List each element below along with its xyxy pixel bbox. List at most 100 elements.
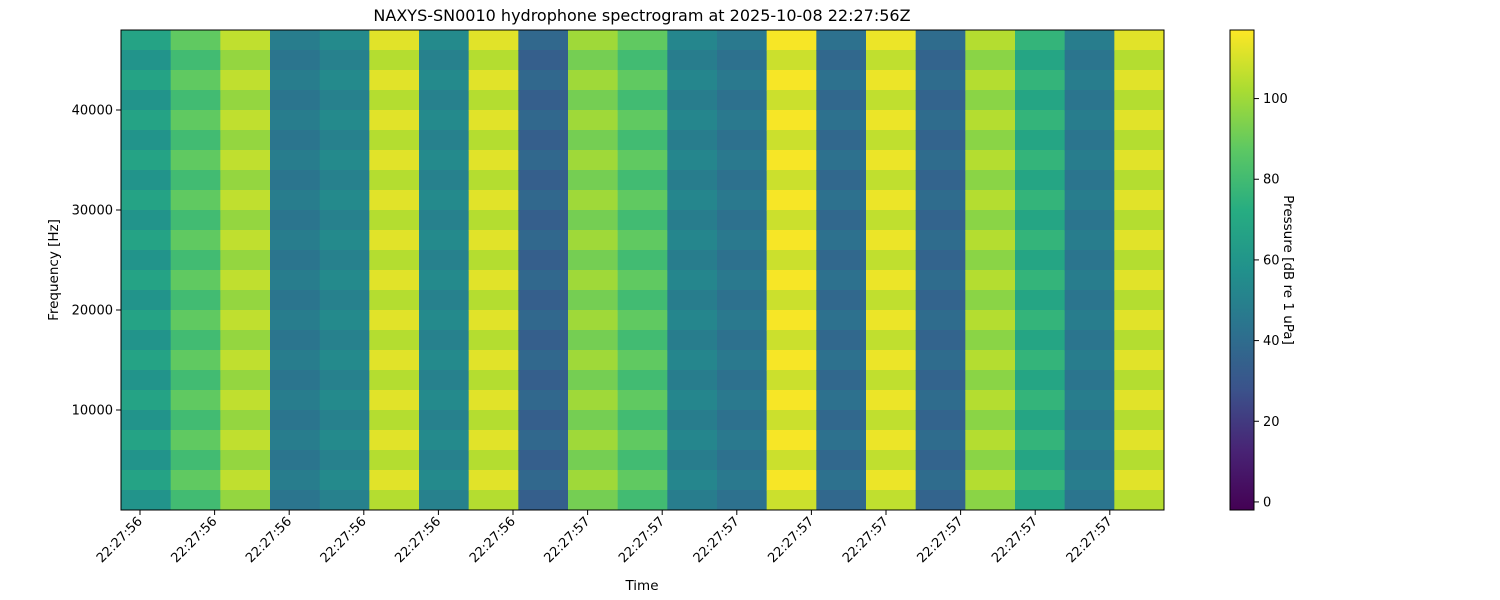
spectrogram-cell — [965, 290, 1016, 311]
spectrogram-cell — [617, 170, 668, 191]
spectrogram-cell — [1114, 310, 1164, 331]
spectrogram-cell — [667, 470, 718, 491]
spectrogram-cell — [1114, 370, 1164, 391]
spectrogram-cell — [369, 370, 420, 391]
spectrogram-cell — [1015, 130, 1066, 151]
spectrogram-cell — [468, 150, 519, 171]
spectrogram-cell — [965, 450, 1016, 471]
x-tick-label: 22:27:57 — [616, 514, 668, 566]
spectrogram-cell — [419, 310, 470, 331]
spectrogram-cell — [369, 50, 420, 71]
spectrogram-cell — [766, 350, 817, 371]
spectrogram-cell — [319, 50, 370, 71]
spectrogram-cell — [121, 130, 172, 151]
spectrogram-cell — [915, 290, 966, 311]
spectrogram-cell — [866, 250, 917, 271]
spectrogram-cell — [270, 270, 321, 291]
spectrogram-cell — [518, 230, 569, 251]
spectrogram-band — [220, 30, 271, 510]
spectrogram-cell — [915, 310, 966, 331]
spectrogram-cell — [319, 190, 370, 211]
x-tick-label: 22:27:57 — [542, 514, 594, 566]
spectrogram-cell — [766, 270, 817, 291]
spectrogram-cell — [1015, 430, 1066, 451]
spectrogram-cell — [1015, 270, 1066, 291]
x-tick-label: 22:27:56 — [169, 514, 221, 566]
spectrogram-cell — [518, 430, 569, 451]
spectrogram-cell — [170, 470, 221, 491]
spectrogram-cell — [220, 290, 271, 311]
spectrogram-cell — [518, 250, 569, 271]
spectrogram-cell — [220, 430, 271, 451]
x-tick-label: 22:27:57 — [989, 514, 1041, 566]
spectrogram-cell — [1114, 210, 1164, 231]
spectrogram-cell — [121, 170, 172, 191]
colorbar-tick-label: 0 — [1263, 495, 1271, 510]
spectrogram-cell — [717, 490, 768, 510]
spectrogram-band — [468, 30, 519, 510]
spectrogram-cell — [121, 210, 172, 231]
spectrogram-cell — [468, 170, 519, 191]
spectrogram-cell — [568, 270, 619, 291]
spectrogram-cell — [1064, 350, 1115, 371]
spectrogram-cell — [816, 370, 867, 391]
spectrogram-cell — [1015, 70, 1066, 91]
spectrogram-cell — [220, 30, 271, 51]
spectrogram-band — [667, 30, 718, 510]
spectrogram-cell — [717, 370, 768, 391]
spectrogram-cell — [270, 410, 321, 431]
spectrogram-cell — [369, 330, 420, 351]
spectrogram-cell — [816, 310, 867, 331]
spectrogram-cell — [915, 110, 966, 131]
spectrogram-cell — [518, 50, 569, 71]
spectrogram-cell — [419, 330, 470, 351]
spectrogram-cell — [121, 190, 172, 211]
spectrogram-cell — [1114, 170, 1164, 191]
spectrogram-cell — [866, 350, 917, 371]
x-tick-label: 22:27:57 — [1064, 514, 1116, 566]
spectrogram-cell — [1064, 390, 1115, 411]
spectrogram-band — [121, 30, 172, 510]
spectrogram-cell — [915, 90, 966, 111]
spectrogram-cell — [121, 90, 172, 111]
spectrogram-cell — [121, 30, 172, 51]
spectrogram-cell — [816, 230, 867, 251]
spectrogram-cell — [468, 330, 519, 351]
spectrogram-cell — [369, 250, 420, 271]
spectrogram-cell — [121, 330, 172, 351]
spectrogram-cell — [816, 90, 867, 111]
spectrogram-cell — [568, 490, 619, 510]
spectrogram-cell — [170, 490, 221, 510]
spectrogram-cell — [220, 130, 271, 151]
spectrogram-band — [270, 30, 321, 510]
spectrogram-cell — [419, 110, 470, 131]
spectrogram-cell — [121, 410, 172, 431]
spectrogram-cell — [866, 270, 917, 291]
spectrogram-cell — [121, 290, 172, 311]
spectrogram-cell — [220, 390, 271, 411]
spectrogram-cell — [617, 370, 668, 391]
spectrogram-cell — [419, 90, 470, 111]
spectrogram-cell — [170, 30, 221, 51]
spectrogram-cell — [915, 230, 966, 251]
spectrogram-cell — [915, 410, 966, 431]
spectrogram-cell — [220, 490, 271, 510]
spectrogram-cell — [617, 70, 668, 91]
spectrogram-cell — [568, 430, 619, 451]
spectrogram-cell — [717, 70, 768, 91]
spectrogram-cell — [170, 310, 221, 331]
spectrogram-cell — [419, 30, 470, 51]
spectrogram-band — [568, 30, 619, 510]
spectrogram-cell — [369, 90, 420, 111]
spectrogram-cell — [518, 210, 569, 231]
spectrogram-cell — [1114, 70, 1164, 91]
spectrogram-cell — [866, 190, 917, 211]
spectrogram-cell — [270, 310, 321, 331]
spectrogram-cell — [568, 130, 619, 151]
spectrogram-cell — [617, 310, 668, 331]
spectrogram-cell — [468, 410, 519, 431]
spectrogram-cell — [617, 490, 668, 510]
spectrogram-cell — [1015, 30, 1066, 51]
spectrogram-cell — [1015, 50, 1066, 71]
spectrogram-cell — [170, 210, 221, 231]
